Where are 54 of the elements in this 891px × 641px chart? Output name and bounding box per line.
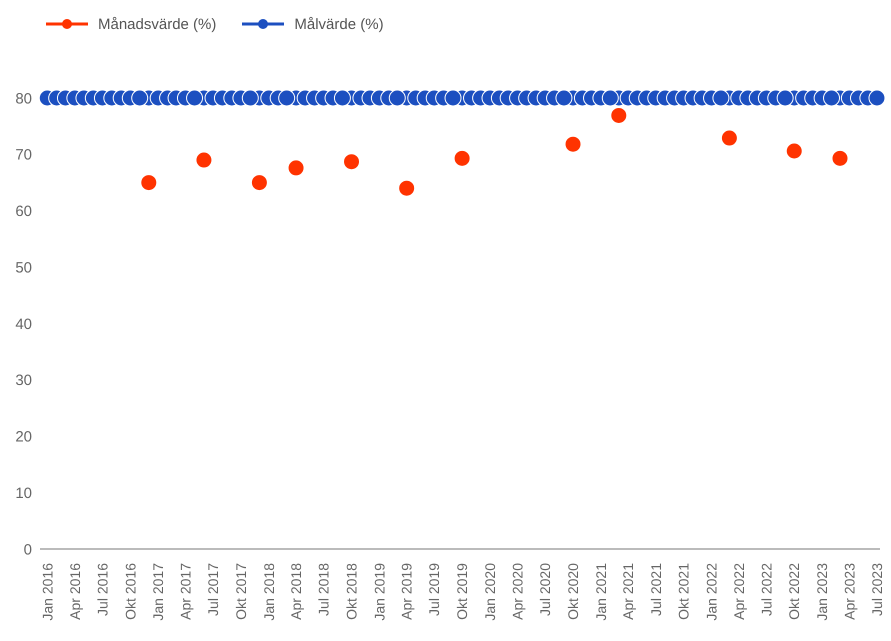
x-tick-label: Okt 2017 (232, 562, 249, 620)
x-tick-label: Apr 2018 (288, 562, 304, 620)
legend-label: Målvärde (%) (294, 16, 384, 32)
point (195, 152, 212, 169)
point (564, 136, 582, 153)
x-tick-label: Okt 2016 (122, 562, 138, 620)
x-tick-label: Apr 2021 (620, 562, 636, 620)
point (786, 142, 803, 160)
y-tick-label: 80 (15, 90, 32, 108)
x-tick-label: Apr 2020 (510, 562, 526, 620)
x-tick-label: Apr 2019 (398, 562, 415, 620)
x-tick-label: Jul 2022 (758, 562, 774, 616)
y-tick-label: 60 (15, 203, 32, 220)
y-tick-label: 30 (15, 372, 32, 390)
x-tick-label: Jan 2023 (814, 562, 830, 621)
x-tick-label: Jul 2016 (94, 562, 110, 616)
y-tick-label: 10 (15, 484, 32, 502)
y-tick-label: 70 (15, 146, 32, 164)
point (610, 106, 628, 124)
x-tick-label: Okt 2019 (454, 562, 470, 620)
point (720, 130, 738, 147)
x-tick-label: Jan 2022 (704, 562, 720, 621)
x-tick-label: Jul 2019 (426, 562, 442, 616)
x-tick-label: Jan 2018 (260, 562, 277, 621)
x-tick-label: Jan 2021 (592, 562, 609, 621)
x-tick-label: Jul 2021 (648, 562, 664, 616)
x-tick-label: Jan 2017 (150, 562, 166, 621)
point (454, 150, 471, 167)
point (343, 153, 360, 170)
x-tick-label: Jan 2020 (482, 562, 498, 621)
x-tick-label: Jul 2018 (316, 562, 332, 616)
point (832, 150, 848, 167)
point (288, 159, 305, 176)
x-tick-label: Jul 2017 (205, 562, 222, 616)
legend-label: Månadsvärde (%) (98, 16, 216, 32)
x-tick-label: Apr 2023 (841, 562, 858, 620)
x-tick-label: Okt 2021 (676, 562, 692, 620)
x-tick-label: Jul 2023 (868, 562, 885, 616)
y-tick-label: 20 (15, 428, 32, 446)
y-tick-label: 40 (15, 316, 32, 333)
x-tick-label: Apr 2022 (730, 562, 747, 620)
x-tick-label: Apr 2017 (177, 562, 194, 620)
x-tick-label: Jan 2016 (39, 562, 56, 621)
y-tick-label: 50 (15, 259, 32, 276)
point (250, 174, 268, 192)
point (398, 180, 416, 197)
x-tick-label: Jan 2019 (371, 562, 388, 621)
x-tick-label: Jul 2020 (537, 562, 554, 616)
point (140, 174, 158, 192)
x-tick-label: Apr 2016 (66, 562, 83, 620)
y-tick-label: 0 (24, 541, 32, 558)
x-tick-label: Okt 2020 (565, 562, 582, 620)
x-tick-label: Okt 2018 (344, 562, 360, 620)
x-tick-label: Okt 2022 (786, 562, 802, 620)
